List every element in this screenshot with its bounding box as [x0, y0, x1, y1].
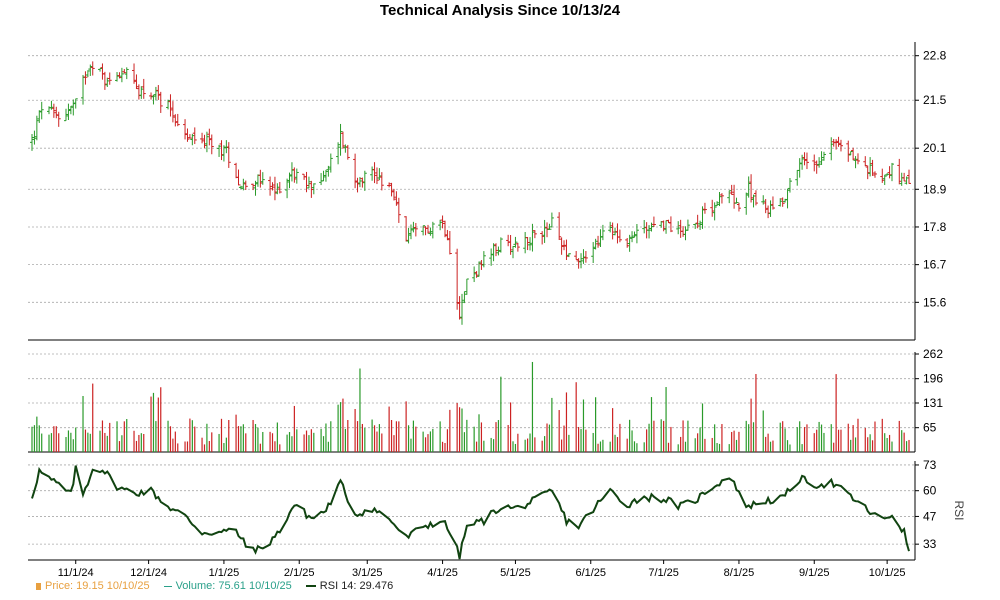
x-tick-label: 5/1/25 [500, 567, 531, 579]
chart-title: Technical Analysis Since 10/13/24 [379, 2, 621, 19]
legend-volume: Volume: 75.61 10/10/25 [163, 580, 292, 592]
price-tick-label: 15.6 [923, 295, 947, 309]
rsi-swatch-icon [305, 585, 316, 587]
x-tick-label: 2/1/25 [284, 567, 315, 579]
volume-swatch-icon [163, 585, 172, 587]
price-tick-label: 18.9 [923, 182, 947, 196]
rsi-tick-label: 73 [923, 458, 937, 472]
rsi-tick-label: 60 [923, 484, 937, 498]
x-tick-label: 11/1/24 [58, 567, 94, 579]
x-tick-label: 7/1/25 [648, 567, 679, 579]
x-tick-label: 6/1/25 [575, 567, 606, 579]
rsi-tick-label: 33 [923, 537, 937, 551]
price-swatch-icon [36, 582, 41, 590]
volume-tick-label: 65 [923, 421, 937, 435]
legend-rsi: RSI 14: 29.476 [305, 580, 394, 592]
legend-rsi-text: RSI 14: 29.476 [319, 580, 394, 592]
volume-tick-label: 196 [923, 372, 943, 386]
price-tick-label: 21.5 [923, 93, 947, 107]
rsi-axis-label: RSI [952, 500, 966, 520]
volume-tick-label: 131 [923, 396, 943, 410]
price-tick-label: 17.8 [923, 220, 947, 234]
legend-volume-text: Volume: 75.61 10/10/25 [175, 580, 292, 592]
rsi-line [31, 465, 910, 560]
x-tick-label: 10/1/25 [869, 567, 906, 579]
x-tick-label: 9/1/25 [799, 567, 830, 579]
legend-price-text: Price: 19.15 10/10/25 [45, 580, 150, 592]
x-tick-label: 4/1/25 [427, 567, 458, 579]
price-tick-label: 20.1 [923, 141, 947, 155]
x-tick-label: 12/1/24 [130, 567, 167, 579]
price-tick-label: 22.8 [923, 49, 947, 63]
price-tick-label: 16.7 [923, 258, 947, 272]
legend-price: Price: 19.15 10/10/25 [36, 580, 150, 592]
x-tick-label: 3/1/25 [352, 567, 383, 579]
x-tick-label: 8/1/25 [724, 567, 755, 579]
chart-legend: Price: 19.15 10/10/25 Volume: 75.61 10/1… [36, 580, 393, 592]
rsi-tick-label: 47 [923, 509, 937, 523]
x-tick-label: 1/1/25 [209, 567, 240, 579]
volume-tick-label: 262 [923, 347, 943, 361]
